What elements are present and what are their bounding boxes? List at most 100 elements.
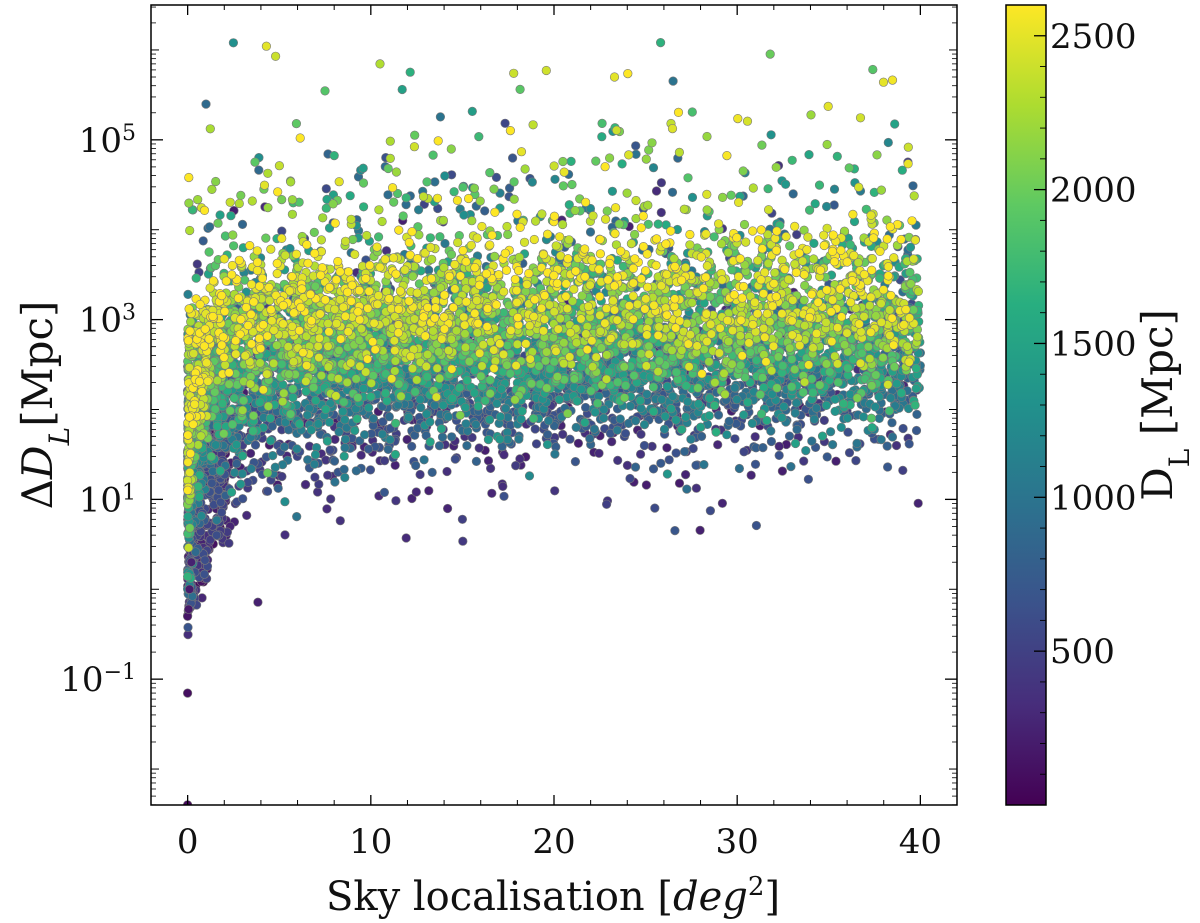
data-point <box>804 150 814 160</box>
data-point <box>440 171 450 181</box>
data-point <box>212 530 222 540</box>
data-point <box>585 227 596 237</box>
data-point <box>896 388 907 398</box>
data-point <box>467 106 477 116</box>
data-point <box>437 432 448 442</box>
data-point <box>196 511 207 521</box>
data-point <box>294 419 305 429</box>
data-point <box>359 202 369 212</box>
data-point <box>821 201 832 212</box>
data-point <box>340 434 351 444</box>
data-point <box>758 443 768 453</box>
data-point <box>265 413 276 423</box>
data-point <box>882 462 893 472</box>
data-point <box>747 418 757 429</box>
data-point <box>458 536 468 546</box>
data-point <box>480 206 490 216</box>
data-point <box>571 422 581 433</box>
data-point <box>212 421 222 431</box>
data-point <box>238 494 248 504</box>
data-point <box>499 450 509 460</box>
data-point <box>424 486 434 496</box>
data-point <box>270 462 280 472</box>
data-point <box>503 434 513 445</box>
data-point <box>322 436 333 446</box>
data-point <box>713 410 724 420</box>
data-point <box>266 436 276 446</box>
data-point <box>467 432 477 443</box>
data-point <box>825 427 836 437</box>
data-point <box>695 422 706 432</box>
data-point <box>709 401 720 411</box>
data-point <box>615 414 625 424</box>
data-point <box>288 392 298 403</box>
data-point <box>277 471 287 482</box>
data-point <box>822 452 832 462</box>
data-point <box>246 448 256 459</box>
data-point <box>314 479 324 489</box>
data-point <box>273 483 283 493</box>
data-point <box>309 459 320 469</box>
data-point <box>550 486 560 496</box>
data-point <box>321 404 331 415</box>
data-point <box>705 393 715 403</box>
data-point <box>912 409 922 420</box>
data-point <box>657 395 667 405</box>
data-point <box>246 464 256 474</box>
data-point <box>339 451 349 461</box>
data-point <box>363 444 374 454</box>
data-point <box>829 184 840 194</box>
data-point <box>681 412 691 422</box>
data-point <box>668 391 678 401</box>
data-point <box>913 498 923 508</box>
data-point <box>306 425 316 435</box>
data-point <box>365 465 376 475</box>
data-point <box>198 236 208 246</box>
data-point <box>495 412 506 422</box>
data-point <box>766 436 777 447</box>
data-point <box>777 466 788 476</box>
data-point <box>660 411 670 422</box>
data-point <box>656 458 666 468</box>
data-point <box>876 435 886 445</box>
data-point <box>573 438 584 448</box>
data-point <box>391 496 401 506</box>
data-point <box>766 130 776 140</box>
data-point <box>821 400 832 411</box>
data-point <box>597 132 607 142</box>
data-point <box>492 398 502 409</box>
data-point <box>898 465 908 476</box>
data-point <box>462 375 472 386</box>
data-point <box>461 419 471 429</box>
data-point <box>803 474 814 484</box>
data-point <box>379 487 390 498</box>
data-point <box>607 437 617 447</box>
data-point <box>368 414 379 424</box>
data-point <box>883 137 893 148</box>
data-point <box>844 448 855 458</box>
data-point <box>498 481 508 492</box>
data-point <box>636 403 646 413</box>
data-point <box>662 443 672 453</box>
data-point <box>817 431 828 441</box>
data-point <box>892 379 902 389</box>
data-point <box>524 471 535 481</box>
data-point <box>790 438 801 449</box>
data-point <box>511 461 521 471</box>
data-point <box>641 480 652 490</box>
data-point <box>199 569 209 579</box>
data-point <box>443 412 453 422</box>
data-point <box>366 392 376 402</box>
data-point <box>734 463 745 474</box>
data-point <box>746 470 756 480</box>
data-point <box>237 219 248 229</box>
data-point <box>351 466 361 476</box>
data-point <box>473 401 483 411</box>
data-point <box>495 434 505 444</box>
data-point <box>704 411 714 421</box>
data-point <box>696 431 707 442</box>
data-point <box>430 177 440 187</box>
data-point <box>483 435 494 445</box>
data-point <box>751 520 762 531</box>
data-point <box>455 383 465 393</box>
